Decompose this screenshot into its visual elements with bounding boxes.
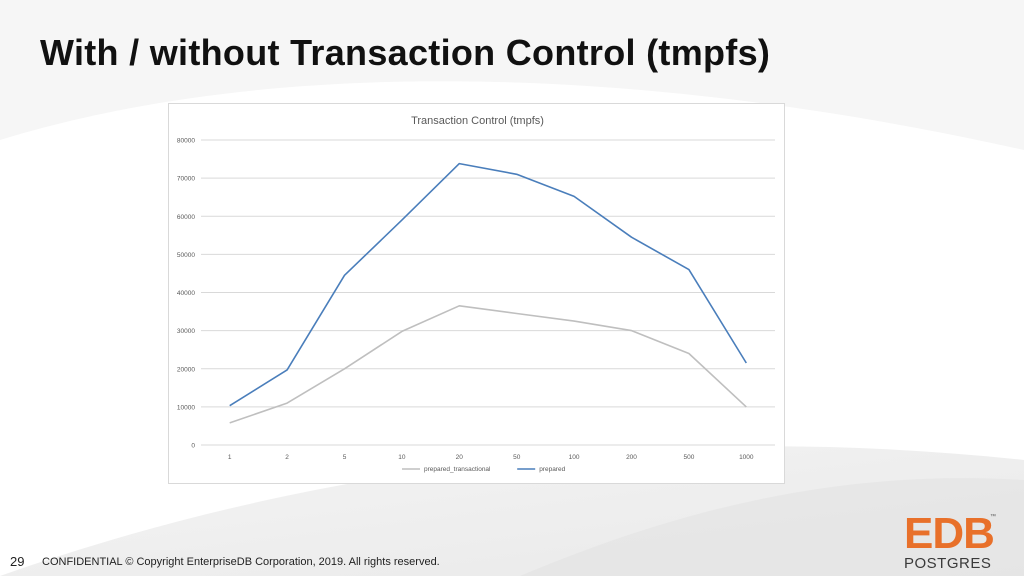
chart-frame: Transaction Control (tmpfs) 0 10000 20000 30… [168,103,785,484]
x-tick-label: 1 [228,454,232,461]
logo-trademark: ™ [990,514,996,520]
logo-postgres-text: POSTGRES [904,555,992,572]
page-number: 29 [10,554,25,569]
x-tick-label: 200 [626,454,637,461]
x-tick-label: 50 [513,454,521,461]
x-tick-label: 500 [683,454,694,461]
y-tick-label: 50000 [177,252,195,259]
legend-label: prepared_transactional [424,466,491,473]
y-tick-label: 60000 [177,214,195,221]
series-line-prepared-transactional [229,305,747,424]
line-chart: Transaction Control (tmpfs) 0 10000 20000 30… [177,115,775,473]
x-tick-label: 1000 [739,454,754,461]
x-tick-label: 20 [456,454,464,461]
y-tick-label: 10000 [177,404,195,411]
copyright-footer: CONFIDENTIAL © Copyright EnterpriseDB Co… [42,556,440,568]
y-tick-label: 40000 [177,290,195,297]
y-tick-label: 70000 [177,176,195,183]
x-tick-label: 5 [343,454,347,461]
series-line-prepared [229,162,747,407]
y-tick-label: 30000 [177,328,195,335]
edb-postgres-logo: EDB ™ POSTGRES [902,512,1002,576]
x-tick-label: 2 [285,454,289,461]
legend-label: prepared [539,466,565,473]
x-tick-label: 100 [569,454,580,461]
chart-title: Transaction Control (tmpfs) [411,115,544,127]
y-tick-label: 0 [191,443,195,450]
slide-title: With / without Transaction Control (tmpf… [40,32,771,73]
x-tick-label: 10 [398,454,406,461]
logo-edb-text: EDB [904,509,995,558]
y-tick-label: 80000 [177,138,195,145]
y-tick-label: 20000 [177,366,195,373]
